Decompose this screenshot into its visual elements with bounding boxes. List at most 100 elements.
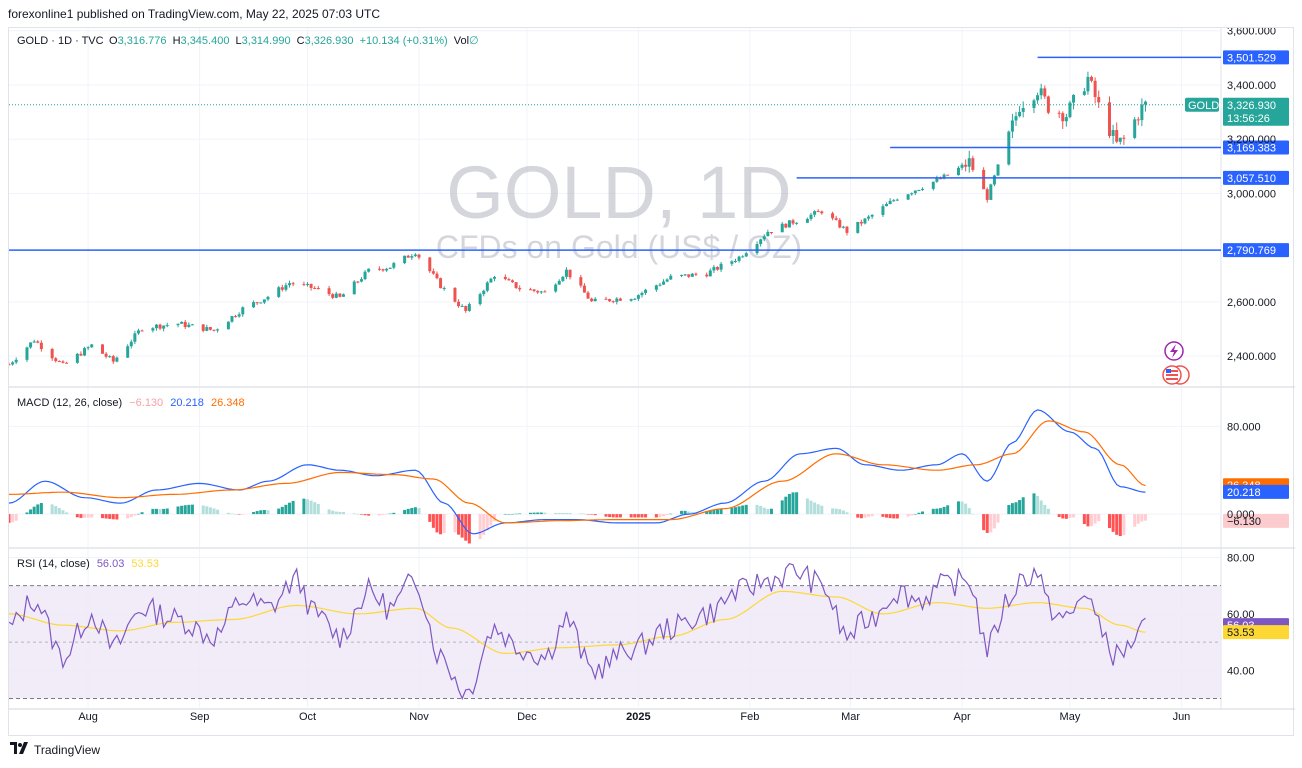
candle-body[interactable] — [1118, 137, 1122, 142]
candle-body[interactable] — [1086, 76, 1090, 92]
candle-body[interactable] — [708, 270, 712, 277]
candle-body[interactable] — [39, 342, 43, 350]
candle-body[interactable] — [11, 362, 15, 365]
candle-body[interactable] — [176, 323, 180, 326]
candle-body[interactable] — [1133, 119, 1137, 138]
candle-body[interactable] — [885, 204, 889, 207]
candle-body[interactable] — [158, 324, 162, 329]
candle-body[interactable] — [356, 281, 360, 283]
candle-body[interactable] — [104, 353, 108, 357]
candle-body[interactable] — [1093, 80, 1097, 97]
candle-body[interactable] — [737, 256, 741, 261]
candle-body[interactable] — [813, 211, 817, 215]
candle-body[interactable] — [658, 284, 662, 286]
candle-body[interactable] — [733, 260, 737, 262]
candle-body[interactable] — [165, 325, 169, 327]
chart-frame[interactable]: GOLD, 1D CFDs on Gold (US$ / OZ) 3,501.5… — [8, 27, 1295, 736]
candle-body[interactable] — [316, 288, 320, 290]
candle-body[interactable] — [1036, 95, 1040, 101]
candle-body[interactable] — [9, 364, 11, 366]
candle-body[interactable] — [514, 282, 518, 288]
candle-body[interactable] — [467, 304, 471, 311]
candle-body[interactable] — [259, 302, 263, 304]
candle-body[interactable] — [1039, 88, 1043, 96]
candle-body[interactable] — [715, 267, 719, 270]
candle-body[interactable] — [230, 316, 234, 322]
candle-body[interactable] — [216, 329, 220, 331]
candle-body[interactable] — [780, 223, 784, 233]
candle-body[interactable] — [579, 277, 583, 286]
candle-body[interactable] — [967, 158, 971, 167]
candle-body[interactable] — [503, 276, 507, 280]
candle-body[interactable] — [881, 206, 885, 215]
candle-body[interactable] — [665, 279, 669, 282]
candle-body[interactable] — [331, 294, 335, 298]
candle-body[interactable] — [489, 278, 493, 283]
candle-body[interactable] — [75, 353, 79, 363]
candle-body[interactable] — [683, 274, 687, 276]
candle-body[interactable] — [367, 268, 371, 272]
candle-body[interactable] — [208, 327, 212, 330]
candle-body[interactable] — [133, 333, 137, 342]
candle-body[interactable] — [989, 184, 993, 200]
candle-body[interactable] — [183, 321, 187, 328]
candle-body[interactable] — [640, 292, 644, 296]
candle-body[interactable] — [784, 223, 788, 228]
candle-body[interactable] — [543, 291, 547, 293]
candle-body[interactable] — [615, 298, 619, 302]
candle-body[interactable] — [388, 267, 392, 269]
candle-body[interactable] — [327, 288, 331, 295]
candle-body[interactable] — [162, 325, 166, 329]
candle-body[interactable] — [694, 273, 698, 275]
candle-body[interactable] — [338, 293, 342, 297]
candle-body[interactable] — [985, 189, 989, 200]
candle-body[interactable] — [518, 287, 522, 290]
candle-body[interactable] — [392, 263, 396, 268]
candle-body[interactable] — [428, 257, 432, 272]
candle-body[interactable] — [129, 341, 133, 347]
candle-body[interactable] — [867, 216, 871, 219]
candle-body[interactable] — [266, 296, 270, 300]
candle-body[interactable] — [403, 255, 407, 264]
candle-body[interactable] — [1068, 102, 1072, 118]
lightning-event-icon[interactable] — [1164, 341, 1184, 361]
candle-body[interactable] — [410, 256, 414, 258]
candle-body[interactable] — [816, 211, 820, 213]
candle-body[interactable] — [834, 218, 838, 220]
candle-body[interactable] — [996, 164, 1000, 176]
candle-body[interactable] — [741, 256, 745, 258]
candle-body[interactable] — [453, 287, 457, 302]
candle-body[interactable] — [913, 190, 917, 194]
candle-body[interactable] — [942, 174, 946, 179]
candle-body[interactable] — [140, 330, 144, 332]
candle-body[interactable] — [1108, 102, 1112, 136]
candle-body[interactable] — [805, 218, 809, 223]
candle-body[interactable] — [888, 200, 892, 205]
candle-body[interactable] — [83, 348, 87, 356]
candle-body[interactable] — [57, 361, 61, 363]
candle-body[interactable] — [32, 341, 36, 343]
candle-body[interactable] — [413, 254, 417, 257]
candle-body[interactable] — [669, 275, 673, 280]
candle-body[interactable] — [255, 302, 259, 304]
candle-body[interactable] — [1046, 96, 1050, 113]
candle-body[interactable] — [291, 283, 295, 285]
candle-body[interactable] — [809, 214, 813, 219]
candle-body[interactable] — [561, 276, 565, 281]
candle-body[interactable] — [352, 281, 356, 295]
candle-body[interactable] — [564, 269, 568, 277]
candle-body[interactable] — [478, 294, 482, 305]
candle-body[interactable] — [618, 298, 622, 301]
candle-body[interactable] — [644, 289, 648, 293]
candle-body[interactable] — [205, 327, 209, 331]
candle-body[interactable] — [154, 324, 158, 329]
candle-body[interactable] — [115, 357, 119, 362]
candle-body[interactable] — [629, 299, 633, 301]
candle-body[interactable] — [431, 271, 435, 274]
candle-body[interactable] — [870, 214, 874, 217]
candle-body[interactable] — [1143, 101, 1147, 105]
candle-body[interactable] — [201, 324, 205, 331]
candle-body[interactable] — [762, 236, 766, 240]
candle-body[interactable] — [79, 353, 83, 356]
